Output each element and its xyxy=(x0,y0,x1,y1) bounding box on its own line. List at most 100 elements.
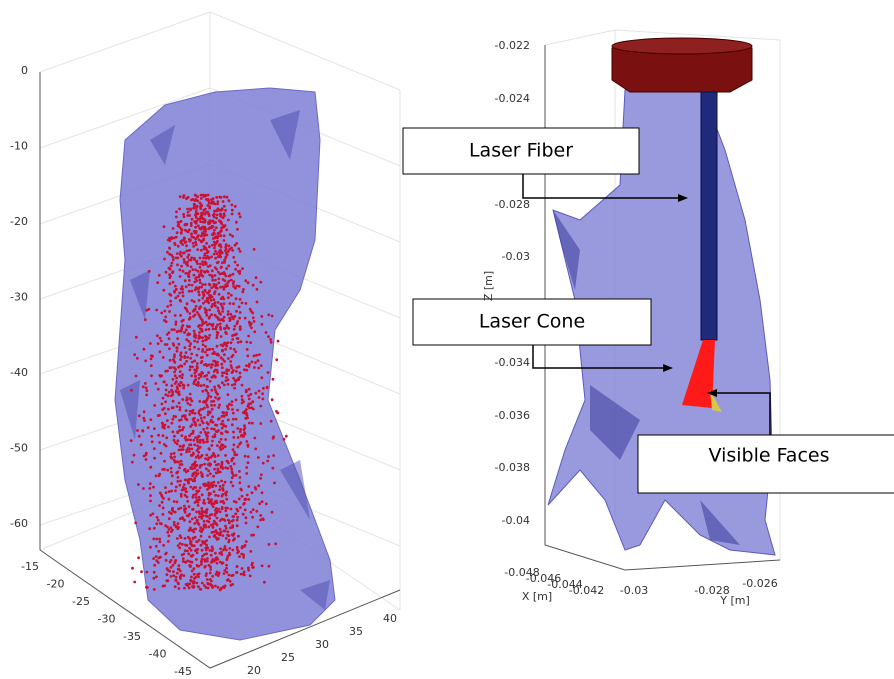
point xyxy=(261,392,264,395)
point xyxy=(220,221,223,224)
point xyxy=(248,321,251,324)
point xyxy=(245,341,248,344)
point xyxy=(200,507,203,510)
point xyxy=(163,460,166,463)
point xyxy=(259,477,262,480)
point xyxy=(239,327,242,330)
point xyxy=(225,564,228,567)
point xyxy=(211,303,214,306)
point xyxy=(210,554,213,557)
point xyxy=(217,494,220,497)
point xyxy=(205,242,208,245)
point xyxy=(162,289,165,292)
point xyxy=(212,375,215,378)
point xyxy=(254,488,257,491)
point xyxy=(207,198,210,201)
point xyxy=(230,468,233,471)
point xyxy=(200,271,203,274)
point xyxy=(211,233,214,236)
point xyxy=(252,316,255,319)
point xyxy=(237,270,240,273)
point xyxy=(239,215,242,218)
point xyxy=(182,384,185,387)
point xyxy=(170,453,173,456)
point xyxy=(191,361,194,364)
point xyxy=(192,268,195,271)
point xyxy=(226,372,229,375)
point xyxy=(236,519,239,522)
point xyxy=(201,297,204,300)
point xyxy=(166,567,169,570)
point xyxy=(174,560,177,563)
point xyxy=(260,364,263,367)
point xyxy=(169,300,172,303)
point xyxy=(168,310,171,313)
point xyxy=(233,315,236,318)
point xyxy=(206,474,209,477)
point xyxy=(145,586,148,589)
point xyxy=(265,503,268,506)
point xyxy=(263,581,266,584)
point xyxy=(201,275,204,278)
point xyxy=(159,350,162,353)
point xyxy=(236,551,239,554)
point xyxy=(165,552,168,555)
point xyxy=(217,398,220,401)
point xyxy=(232,534,235,537)
point xyxy=(194,471,197,474)
point xyxy=(193,577,196,580)
point xyxy=(214,274,217,277)
point xyxy=(146,571,149,574)
point xyxy=(231,338,234,341)
point xyxy=(216,252,219,255)
point xyxy=(214,305,217,308)
point xyxy=(245,472,248,475)
point xyxy=(206,364,209,367)
point xyxy=(153,527,156,530)
point xyxy=(210,444,213,447)
point xyxy=(178,466,181,469)
point xyxy=(216,214,219,217)
point xyxy=(200,286,203,289)
point xyxy=(194,486,197,489)
point xyxy=(208,348,211,351)
point xyxy=(166,469,169,472)
point xyxy=(217,200,220,203)
point xyxy=(196,311,199,314)
point xyxy=(227,219,230,222)
point xyxy=(144,359,147,362)
point xyxy=(221,310,224,313)
point xyxy=(225,228,228,231)
point xyxy=(179,370,182,373)
point xyxy=(192,554,195,557)
point xyxy=(213,460,216,463)
point xyxy=(152,486,155,489)
point xyxy=(187,211,190,214)
point xyxy=(211,363,214,366)
point xyxy=(223,288,226,291)
point xyxy=(234,287,237,290)
point xyxy=(187,553,190,556)
point xyxy=(230,294,233,297)
point xyxy=(180,418,183,421)
point xyxy=(184,544,187,547)
point xyxy=(166,305,169,308)
point xyxy=(201,360,204,363)
point xyxy=(197,270,200,273)
point xyxy=(183,331,186,334)
point xyxy=(192,439,195,442)
point xyxy=(223,353,226,356)
point xyxy=(174,374,177,377)
point xyxy=(175,390,178,393)
point xyxy=(143,348,146,351)
point xyxy=(223,234,226,237)
point xyxy=(179,409,182,412)
point xyxy=(148,270,151,273)
point xyxy=(184,346,187,349)
point xyxy=(267,371,270,374)
point xyxy=(210,484,213,487)
point xyxy=(261,491,264,494)
point xyxy=(149,342,152,345)
point xyxy=(208,315,211,318)
point xyxy=(207,222,210,225)
